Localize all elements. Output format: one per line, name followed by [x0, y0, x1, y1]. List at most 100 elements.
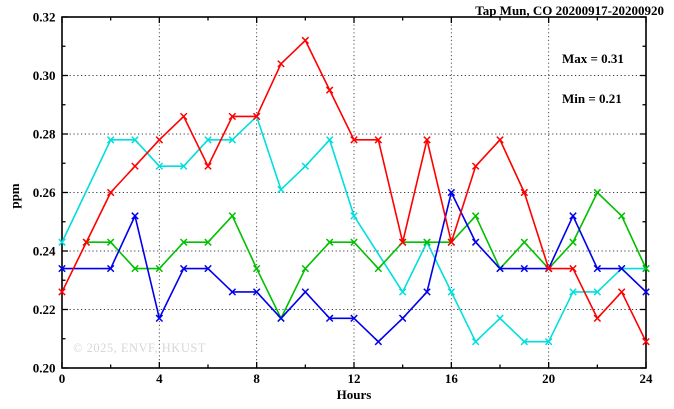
series-marker-cyan	[228, 136, 237, 144]
series-marker-green	[423, 238, 431, 246]
series-marker-red	[58, 288, 66, 296]
series-marker-cyan	[277, 185, 285, 194]
series-marker-blue	[496, 264, 504, 273]
series-marker-cyan	[301, 162, 310, 170]
series-marker-blue	[106, 264, 115, 273]
series-marker-blue	[374, 337, 383, 346]
series-line-green	[86, 191, 647, 320]
series-marker-red	[301, 36, 310, 45]
series-marker-green	[155, 264, 164, 273]
y-tick-label: 0.24	[33, 244, 56, 259]
plot-border	[61, 16, 647, 369]
series-marker-blue	[642, 288, 650, 296]
series-marker-blue	[423, 288, 431, 296]
series-marker-cyan	[520, 337, 529, 346]
series-marker-blue	[131, 212, 139, 220]
series-marker-green	[520, 238, 529, 246]
x-tick-label: 0	[59, 371, 66, 386]
series-marker-blue	[301, 288, 310, 296]
series-marker-red	[82, 238, 91, 246]
series-marker-green	[179, 238, 188, 246]
series-marker-cyan	[155, 162, 164, 170]
series-marker-red	[617, 288, 626, 296]
series-marker-red	[228, 112, 237, 121]
series-marker-cyan	[398, 288, 407, 296]
x-tick-label: 4	[156, 371, 163, 386]
y-tick-label: 0.22	[33, 302, 56, 317]
series-marker-cyan	[58, 238, 66, 246]
series-marker-red	[179, 112, 188, 121]
series-marker-blue	[252, 288, 261, 296]
series-marker-red	[544, 264, 553, 273]
series-marker-red	[155, 136, 164, 144]
x-tick-label: 20	[542, 371, 555, 386]
series-marker-green	[131, 264, 139, 273]
series-marker-blue	[58, 264, 66, 273]
series-marker-red	[277, 60, 285, 68]
series-marker-red	[520, 188, 529, 197]
y-tick-label: 0.26	[33, 185, 56, 200]
y-tick-label: 0.28	[33, 127, 56, 142]
series-marker-cyan	[569, 288, 577, 296]
series-marker-red	[471, 162, 480, 170]
series-marker-green	[106, 238, 115, 246]
series-line-blue	[62, 191, 647, 343]
series-marker-blue	[204, 264, 212, 273]
y-tick-label: 0.30	[33, 68, 56, 83]
series-marker-blue	[179, 264, 188, 273]
series-marker-blue	[569, 212, 577, 220]
series-marker-green	[204, 238, 212, 246]
series-marker-blue	[350, 314, 358, 323]
series-marker-red	[106, 188, 115, 197]
series-marker-cyan	[593, 288, 602, 296]
series-marker-green	[252, 264, 261, 273]
series-marker-green	[593, 188, 602, 197]
series-marker-green	[617, 212, 626, 220]
chart-title: Tap Mun, CO 20200917-20200920	[475, 3, 664, 18]
series-marker-green	[374, 264, 383, 273]
series-marker-blue	[520, 264, 529, 273]
series-marker-green	[301, 264, 310, 273]
series-marker-red	[350, 136, 358, 144]
legend-max-value: Max = 0.31	[562, 51, 624, 66]
series-marker-cyan	[496, 314, 504, 323]
series-marker-red	[325, 86, 334, 94]
series-marker-green	[325, 238, 334, 246]
x-tick-label: 24	[640, 371, 654, 386]
series-marker-green	[228, 212, 237, 220]
series-marker-cyan	[350, 212, 358, 220]
series-marker-blue	[325, 314, 334, 323]
y-tick-label: 0.32	[33, 10, 56, 25]
watermark: © 2025, ENVF, HKUST	[73, 341, 206, 355]
series-marker-cyan	[204, 136, 212, 144]
series-marker-cyan	[471, 337, 480, 346]
series-marker-red	[642, 337, 650, 346]
series-marker-red	[569, 264, 577, 273]
series-marker-red	[398, 238, 407, 246]
series-marker-blue	[447, 188, 456, 197]
series-marker-red	[131, 162, 139, 170]
series-marker-cyan	[325, 136, 334, 144]
x-axis-label: Hours	[336, 387, 372, 402]
series-marker-blue	[593, 264, 602, 273]
series-marker-blue	[155, 314, 164, 323]
x-tick-label: 8	[253, 371, 260, 386]
series-marker-green	[569, 238, 577, 246]
series-marker-red	[374, 136, 383, 144]
series-marker-red	[593, 314, 602, 323]
legend-min-value: Min = 0.21	[562, 91, 622, 106]
y-tick-label: 0.20	[33, 361, 56, 376]
x-tick-label: 12	[348, 371, 361, 386]
series-marker-blue	[228, 288, 237, 296]
series-marker-red	[496, 136, 504, 144]
series-marker-red	[204, 162, 212, 170]
series-marker-cyan	[447, 288, 456, 296]
x-tick-label: 16	[445, 371, 459, 386]
series-marker-red	[252, 112, 261, 121]
series-marker-green	[642, 264, 650, 273]
legend: Max = 0.31 Min = 0.21	[562, 26, 624, 132]
series-marker-blue	[277, 314, 285, 323]
series-marker-red	[423, 136, 431, 144]
